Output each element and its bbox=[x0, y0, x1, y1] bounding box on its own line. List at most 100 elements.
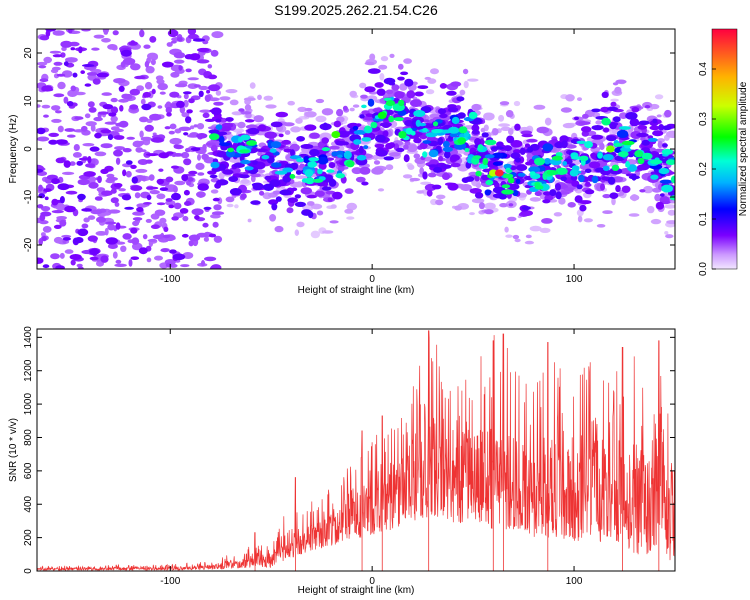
heatmap-cell bbox=[183, 93, 189, 100]
heatmap-cell bbox=[609, 192, 619, 199]
heatmap-cell bbox=[166, 42, 173, 47]
heatmap-cell bbox=[141, 103, 152, 111]
heatmap-cell bbox=[112, 30, 119, 36]
heatmap-cell bbox=[173, 202, 182, 210]
heatmap-cell bbox=[55, 110, 62, 114]
heatmap-cell bbox=[210, 107, 222, 116]
heatmap-cell bbox=[108, 209, 121, 214]
heatmap-cell bbox=[506, 183, 520, 190]
heatmap-cell bbox=[383, 77, 396, 85]
heatmap-cell bbox=[257, 169, 266, 174]
heatmap-cell bbox=[208, 84, 221, 92]
x-tick-label: 100 bbox=[566, 274, 583, 285]
heatmap-cell bbox=[104, 121, 117, 125]
heatmap-cell bbox=[181, 233, 189, 238]
heatmap-cell bbox=[634, 150, 644, 158]
heatmap-cell bbox=[115, 259, 122, 264]
heatmap-cell bbox=[271, 162, 282, 168]
heatmap-cell bbox=[98, 111, 109, 115]
heatmap-cell bbox=[107, 243, 118, 249]
heatmap-cell bbox=[602, 194, 611, 199]
heatmap-cell bbox=[318, 162, 327, 170]
heatmap-cell bbox=[591, 125, 604, 131]
heatmap-cell bbox=[284, 130, 291, 135]
heatmap-cell bbox=[144, 60, 150, 68]
heatmap-cell bbox=[560, 176, 567, 182]
heatmap-cell bbox=[579, 155, 589, 162]
heatmap-cell bbox=[204, 94, 211, 103]
snr-frame bbox=[36, 328, 676, 572]
heatmap-cell bbox=[322, 122, 328, 131]
heatmap-cell bbox=[553, 212, 563, 217]
heatmap-cell bbox=[97, 175, 102, 184]
heatmap-cell bbox=[579, 204, 587, 212]
heatmap-cell bbox=[125, 170, 132, 178]
heatmap-cell bbox=[321, 147, 330, 152]
heatmap-cell bbox=[544, 117, 552, 126]
heatmap-cell bbox=[210, 189, 219, 194]
heatmap-cell bbox=[505, 169, 513, 174]
heatmap-cell bbox=[101, 190, 113, 196]
heatmap-cell bbox=[125, 160, 133, 165]
heatmap-cell bbox=[143, 202, 152, 205]
heatmap-cell bbox=[159, 187, 169, 192]
heatmap-cell bbox=[88, 107, 97, 113]
heatmap-cell bbox=[304, 169, 314, 178]
heatmap-cell bbox=[505, 110, 514, 118]
heatmap-cell bbox=[379, 73, 385, 81]
heatmap-cell bbox=[450, 81, 462, 87]
heatmap-cell bbox=[193, 84, 201, 88]
figure-title: S199.2025.262.21.54.C26 bbox=[274, 2, 438, 18]
heatmap-cell bbox=[196, 123, 205, 130]
heatmap-cell bbox=[409, 177, 421, 182]
heatmap-cell bbox=[328, 162, 336, 169]
heatmap-cell bbox=[91, 47, 100, 51]
heatmap-cell bbox=[458, 126, 468, 134]
heatmap-cell bbox=[128, 259, 133, 267]
heatmap-cell bbox=[373, 160, 381, 165]
heatmap-cell bbox=[90, 209, 103, 215]
colorbar-tick-label: 0.1 bbox=[698, 212, 709, 226]
heatmap-cell bbox=[300, 187, 312, 195]
heatmap-cell bbox=[89, 146, 100, 152]
heatmap-cell bbox=[194, 215, 200, 220]
heatmap-cell bbox=[307, 161, 318, 168]
heatmap-cell bbox=[510, 140, 523, 148]
heatmap-cell bbox=[270, 121, 283, 128]
heatmap-cell bbox=[657, 140, 663, 149]
heatmap-cell bbox=[422, 171, 428, 180]
heatmap-cell bbox=[213, 101, 224, 106]
heatmap-cell bbox=[670, 190, 675, 197]
heatmap-cell bbox=[658, 168, 670, 175]
heatmap-cell bbox=[471, 198, 485, 204]
heatmap-cell bbox=[218, 172, 225, 180]
heatmap-cell bbox=[137, 159, 149, 165]
heatmap-cell bbox=[591, 108, 601, 113]
heatmap-cell bbox=[220, 126, 232, 132]
colorbar-tick-label: 0.3 bbox=[698, 112, 709, 126]
heatmap-cell bbox=[114, 146, 125, 151]
heatmap-cell bbox=[576, 184, 583, 190]
heatmap-cell bbox=[457, 112, 466, 119]
y-tick-label: 10 bbox=[23, 95, 34, 107]
heatmap-cell bbox=[110, 197, 119, 204]
heatmap-cell bbox=[300, 144, 314, 149]
heatmap-cell bbox=[542, 199, 551, 204]
heatmap-cell bbox=[61, 234, 72, 238]
heatmap-cell bbox=[145, 186, 159, 190]
snr-xlabel: Height of straight line (km) bbox=[298, 585, 415, 596]
heatmap-cell bbox=[110, 106, 119, 114]
heatmap-cell bbox=[526, 138, 538, 143]
heatmap-cell bbox=[332, 191, 343, 200]
heatmap-cell bbox=[247, 218, 252, 223]
heatmap-cell bbox=[188, 234, 201, 242]
heatmap-cell bbox=[618, 126, 631, 130]
heatmap-cell bbox=[414, 91, 424, 97]
heatmap-cell bbox=[162, 234, 171, 239]
heatmap-cell bbox=[349, 90, 358, 98]
heatmap-cell bbox=[443, 140, 450, 148]
heatmap-cell bbox=[554, 141, 564, 149]
heatmap-cell bbox=[63, 96, 69, 104]
